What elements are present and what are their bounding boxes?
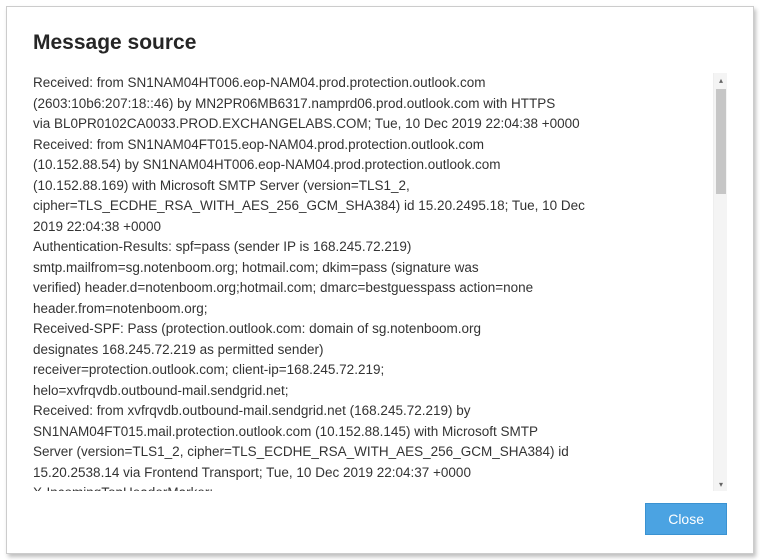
close-button[interactable]: Close: [645, 503, 727, 535]
content-area: Received: from SN1NAM04HT006.eop-NAM04.p…: [33, 73, 727, 491]
message-source-dialog: Message source Received: from SN1NAM04HT…: [6, 6, 754, 554]
scroll-down-arrow[interactable]: ▾: [714, 477, 727, 491]
scrollbar-thumb[interactable]: [716, 89, 726, 194]
dialog-title: Message source: [33, 31, 727, 55]
headers-text[interactable]: Received: from SN1NAM04HT006.eop-NAM04.p…: [33, 73, 713, 491]
scroll-up-arrow[interactable]: ▴: [714, 73, 727, 87]
dialog-footer: Close: [33, 491, 727, 535]
scrollbar[interactable]: ▴ ▾: [713, 73, 727, 491]
